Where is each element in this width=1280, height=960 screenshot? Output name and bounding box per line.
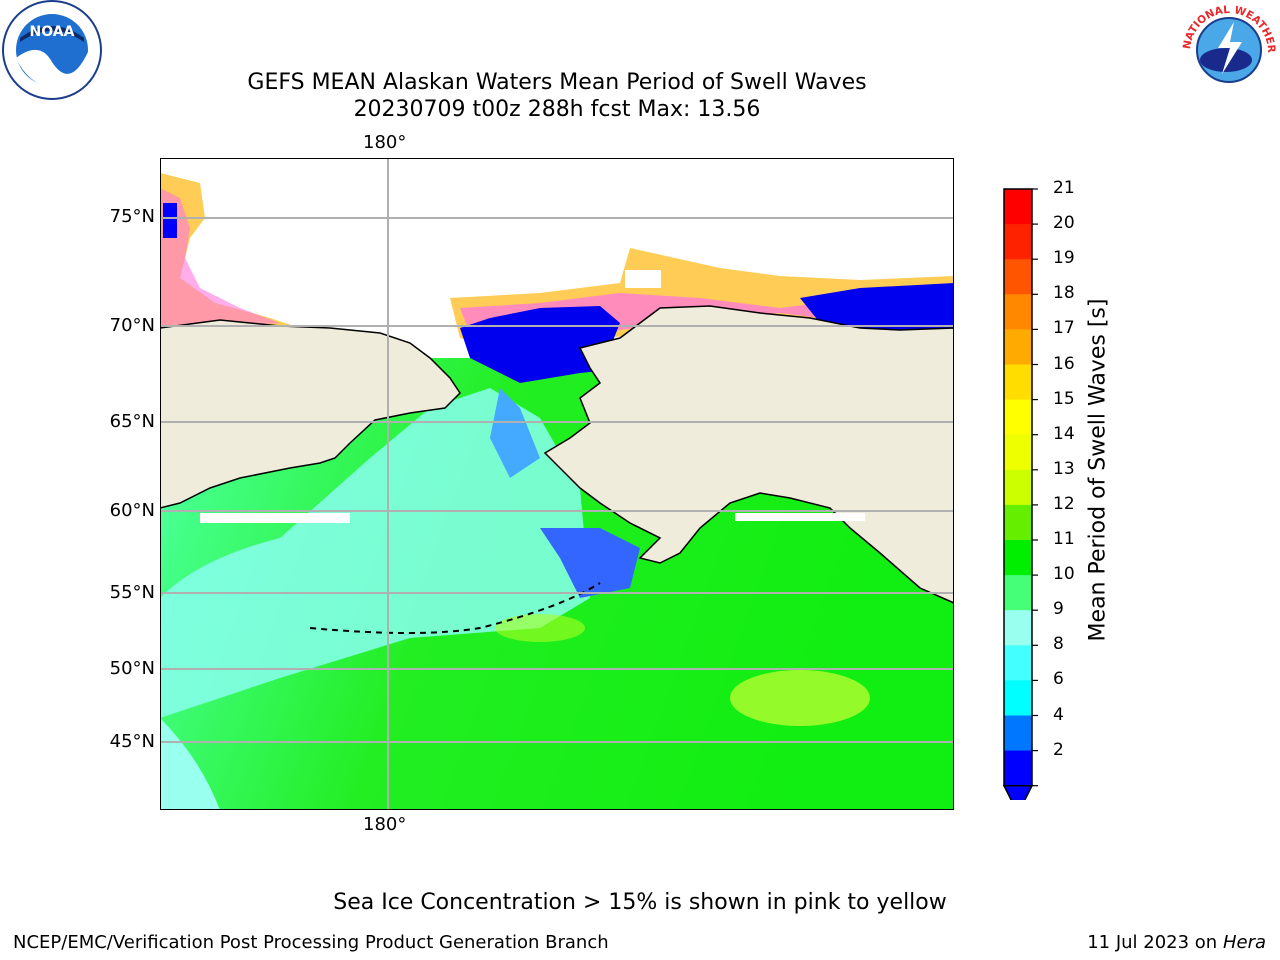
colorbar-segment — [1004, 575, 1032, 611]
colorbar-segment — [1004, 610, 1032, 646]
mask-west — [200, 513, 350, 523]
lat-label-70: 70°N — [109, 315, 155, 336]
beaufort-blue — [800, 283, 954, 330]
colorbar-tick-label: 14 — [1053, 423, 1075, 444]
colorbar-tick-label: 17 — [1053, 318, 1075, 339]
aleutian-islands — [309, 582, 601, 634]
noaa-logo-text: NOAA — [30, 24, 75, 40]
colorbar-tick-label: 12 — [1053, 493, 1075, 514]
colorbar-segment — [1004, 504, 1032, 541]
colorbar-tick-label: 10 — [1053, 564, 1075, 585]
lat-label-55: 55°N — [109, 582, 155, 603]
top-lon-label: 180° — [363, 132, 407, 153]
colorbar-tick-label: 18 — [1053, 283, 1075, 304]
land-siberia — [160, 319, 461, 509]
high-period-patch — [730, 670, 870, 726]
colorbar-tick-label: 15 — [1053, 388, 1075, 409]
lat-label-75: 75°N — [109, 206, 155, 227]
footer-credit: NCEP/EMC/Verification Post Processing Pr… — [13, 932, 609, 953]
colorbar-segment — [1004, 680, 1032, 716]
nws-logo: NATIONAL WEATHER SERVICE — [1178, 0, 1278, 99]
bottom-lon-label: 180° — [363, 814, 407, 835]
colorbar-tick-label: 21 — [1053, 178, 1075, 198]
mid-period-patch — [495, 614, 585, 642]
land-alaska — [543, 305, 954, 604]
ice-pink-west — [160, 188, 280, 330]
lat-label-60: 60°N — [109, 500, 155, 521]
footer-date-text: 11 Jul 2023 on — [1087, 932, 1223, 953]
colorbar-segment — [1004, 259, 1032, 295]
colorbar-segment — [1004, 715, 1032, 752]
chart-subtitle: 20230709 t00z 288h fcst Max: 13.56 — [353, 97, 761, 122]
mask-east — [735, 513, 865, 521]
ice-gap — [625, 270, 661, 288]
colorbar-segment — [1004, 434, 1032, 471]
lat-label-45: 45°N — [109, 731, 155, 752]
blue-patch-nw — [163, 203, 177, 238]
colorbar-extend-arrow — [1002, 784, 1034, 800]
colorbar-segment — [1004, 750, 1032, 787]
colorbar-segment — [1004, 645, 1032, 681]
colorbar-segment — [1004, 540, 1032, 576]
noaa-logo: NOAA — [2, 0, 102, 100]
colorbar-segment — [1004, 329, 1032, 365]
colorbar-tick-label: 8 — [1053, 634, 1064, 655]
graticule — [160, 158, 954, 810]
colorbar-outline — [1003, 188, 1033, 787]
colorbar-tick-label: 11 — [1053, 529, 1075, 549]
chart-title: GEFS MEAN Alaskan Waters Mean Period of … — [247, 70, 867, 95]
colorbar-tick-label: 19 — [1053, 248, 1075, 269]
colorbar-tick-label: 13 — [1053, 458, 1075, 479]
colorbar-tick-label: 6 — [1053, 669, 1064, 690]
colorbar-segment — [1004, 469, 1032, 506]
colorbar-tick-label: 4 — [1053, 704, 1064, 725]
colorbar-segment — [1004, 294, 1032, 330]
footer-date: 11 Jul 2023 on Hera — [1087, 932, 1266, 953]
strait-blue-patch — [490, 388, 540, 478]
coastal-blue-patch — [540, 528, 640, 598]
ice-note: Sea Ice Concentration > 15% is shown in … — [333, 890, 947, 915]
lat-label-65: 65°N — [109, 411, 155, 432]
colorbar-segment — [1004, 224, 1032, 260]
colorbar-tick-label: 16 — [1053, 353, 1075, 374]
colorbar — [1002, 188, 1038, 800]
colorbar-tick-label: 20 — [1053, 213, 1075, 234]
lat-label-50: 50°N — [109, 658, 155, 679]
bering-sea-cyan — [160, 388, 590, 718]
swell-period-map — [160, 158, 954, 810]
colorbar-tick-label: 9 — [1053, 599, 1064, 620]
footer-host: Hera — [1222, 932, 1266, 953]
colorbar-segment — [1004, 364, 1032, 401]
colorbar-segment — [1004, 189, 1032, 225]
colorbar-segment — [1004, 399, 1032, 436]
colorbar-label: Mean Period of Swell Waves [s] — [1085, 298, 1111, 642]
colorbar-tick-label: 2 — [1053, 739, 1064, 760]
